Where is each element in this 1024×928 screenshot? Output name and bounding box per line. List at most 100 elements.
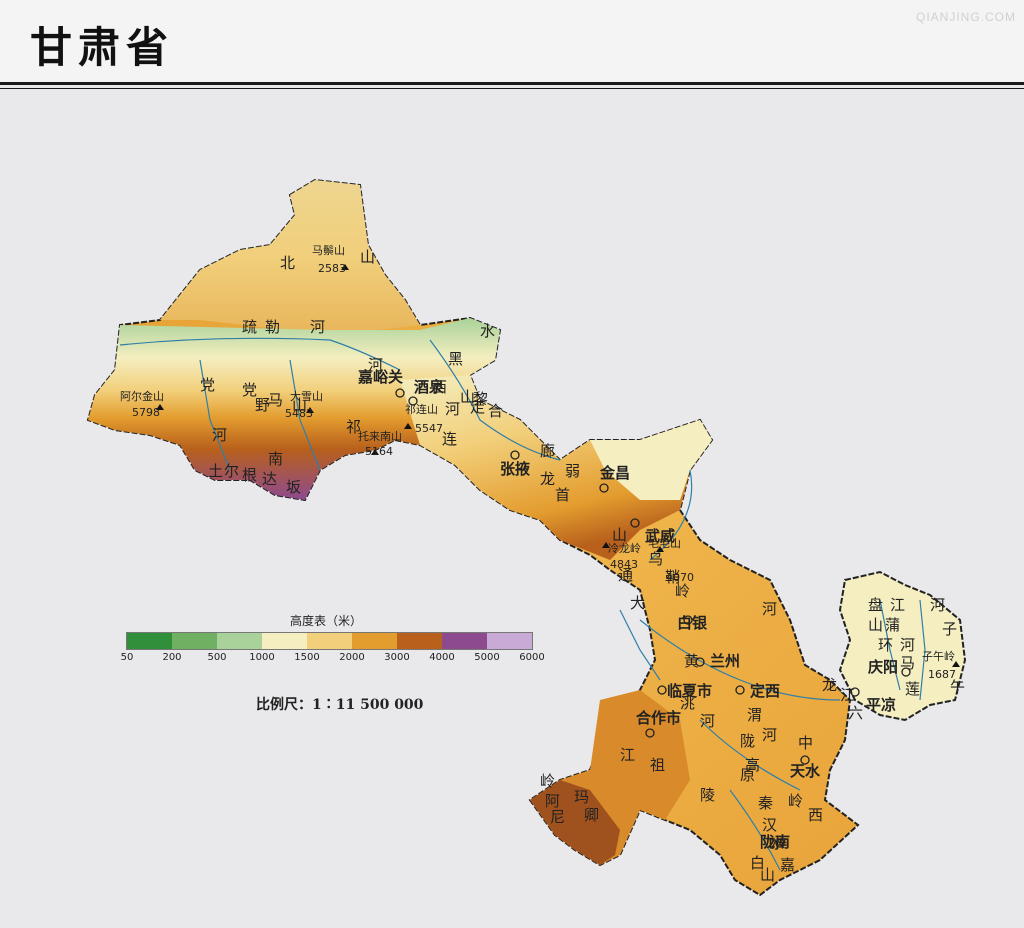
map-feature-label: 马 [900,654,915,672]
city-marker [901,667,911,677]
map-feature-label: 山 [360,248,375,266]
city-label-2: 张掖 [500,460,531,478]
peak-elevation-1: 5798 [132,406,160,419]
map-feature-label: 河 [762,726,777,744]
map-feature-label: 蒲 [885,616,900,634]
legend-swatch-7 [442,633,487,649]
map-feature-label: 陇 [740,732,755,750]
map-feature-label: 水 [770,834,785,852]
map-feature-label: 龙 [822,676,837,694]
legend-swatch-8 [487,633,532,649]
map-feature-label: 卿 [584,806,599,824]
map-feature-label: 土 [208,462,223,480]
city-marker [599,483,609,493]
peak-name-0: 马鬃山 [312,243,345,257]
map-feature-label: 山 [460,388,475,406]
map-feature-label: 走 [470,398,485,416]
legend-tick-label: 1000 [249,652,275,663]
region-hexi-corridor [400,375,712,560]
map-feature-label: 岭 [788,792,803,810]
map-scale: 比例尺：1∶11 500 000 [256,697,424,713]
legend-tick-label: 200 [162,652,182,663]
peak-name-4: 托来南山 [358,429,402,443]
city-label-3: 金昌 [599,464,630,482]
map-feature-label: 西 [432,378,447,396]
map-feature-label: 河 [762,600,777,618]
map-feature-label: 南 [268,450,283,468]
map-feature-label: 黎 [473,390,488,408]
map-feature-label: 鞘 [665,568,680,586]
map-feature-label: 白 [750,854,765,872]
city-marker [683,615,693,625]
peak-elevation-3: 5547 [415,422,443,435]
rivers [119,337,926,871]
map-feature-label: 廊 [540,442,555,460]
map-feature-label: 党 [200,376,215,394]
map-feature-label: 坂 [286,478,301,496]
peak-elevation-0: 2583 [318,262,346,275]
map-feature-label: 野 [255,396,270,414]
peak-marker [156,404,164,410]
map-feature-label: 黄 [684,652,699,670]
legend-swatch-6 [397,633,442,649]
legend-swatch-2 [217,633,262,649]
legend-swatch-1 [172,633,217,649]
city-marker [395,388,405,398]
peak-elevation-5: 4843 [610,558,638,571]
peak-name-1: 阿尔金山 [120,389,164,403]
city-label-5: 白银 [677,614,708,632]
city-label-0: 嘉峪关 [357,368,403,386]
watermark: QIANJING.COM [915,10,1016,24]
map-feature-label: 莲 [905,680,920,698]
city-marker [510,450,520,460]
map-feature-label: 山 [612,526,627,544]
city-marker [657,685,667,695]
city-label-1: 酒泉 [414,378,445,396]
city-label-4: 武威 [645,527,675,545]
map-feature-label: 河 [212,426,227,444]
peak-name-2: 大雪山 [290,389,323,403]
map-feature-label: 秦 [758,794,773,812]
city-label-11: 陇南 [760,833,790,851]
peak-elevation-7: 1687 [928,668,956,681]
peak-marker [341,264,349,270]
map-feature-label: 河 [930,596,945,614]
header-bar [0,0,1024,82]
map-feature-label: 河 [445,400,460,418]
legend-swatch-5 [352,633,397,649]
map-feature-label: 党 [242,381,257,399]
map-feature-label: 河 [900,636,915,654]
region-west-highlands [88,318,500,500]
city-marker [735,685,745,695]
peak-elevation-2: 5483 [285,407,313,420]
legend-title: 高度表（米） [290,614,363,628]
map-feature-label: 连 [442,430,457,448]
map-feature-label: 环 [878,636,893,654]
elevation-legend-bar [126,632,533,650]
legend-tick-label: 2000 [339,652,365,663]
city-marker [695,657,705,667]
map-feature-label: 岭 [675,582,690,600]
map-feature-label: 山 [868,616,883,634]
map-feature-label: 根 [242,466,257,484]
map-feature-label: 江 [840,686,855,704]
map-feature-label: 黑 [448,350,463,368]
map-feature-label: 山 [760,866,775,884]
legend-tick-label: 5000 [474,652,500,663]
map-feature-label: 盘 [868,596,883,614]
map-feature-label: 北 [280,254,295,272]
region-southwest-tip [530,780,620,865]
city-label-13: 庆阳 [868,658,898,676]
peak-marker [602,542,610,548]
map-feature-label: 汉 [762,816,777,834]
map-feature-label: 大 [630,594,645,612]
map-feature-label: 合 [488,402,503,420]
map-feature-label: 水 [480,322,495,340]
peak-marker [306,407,314,413]
map-feature-label: 首 [555,486,570,504]
city-label-10: 天水 [790,762,821,780]
legend-tick-label: 500 [207,652,227,663]
map-feature-label: 河 [310,318,325,336]
